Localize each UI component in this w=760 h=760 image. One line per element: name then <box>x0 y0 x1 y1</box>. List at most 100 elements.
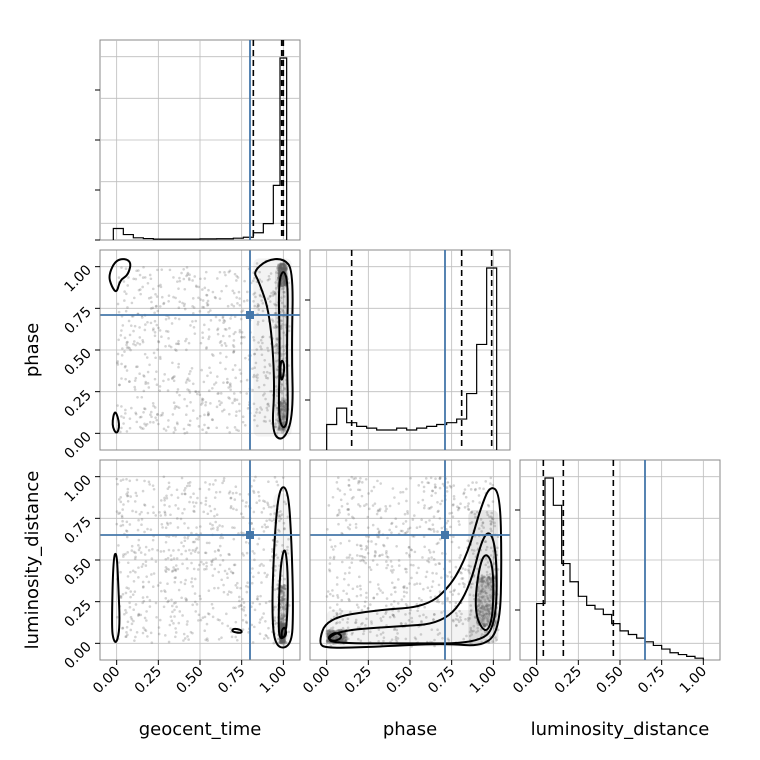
sample-point <box>391 613 395 617</box>
sample-point <box>188 419 192 423</box>
sample-point <box>281 616 285 619</box>
sample-point <box>388 504 392 508</box>
sample-point <box>268 600 271 603</box>
sample-point <box>456 505 459 508</box>
sample-point <box>371 559 375 562</box>
sample-point <box>281 357 285 361</box>
sample-point <box>427 548 431 552</box>
sample-point <box>278 272 281 275</box>
sample-point <box>380 619 383 622</box>
sample-point <box>162 302 165 306</box>
sample-point <box>141 631 145 635</box>
sample-point <box>250 581 254 585</box>
sample-point <box>116 363 120 366</box>
y-tick-label: 0.00 <box>61 429 94 462</box>
sample-point <box>242 299 246 303</box>
sample-point <box>279 641 282 644</box>
sample-point <box>366 515 370 519</box>
sample-point <box>146 370 150 374</box>
sample-point <box>436 500 439 504</box>
sample-point <box>279 640 283 643</box>
sample-point <box>483 624 487 628</box>
sample-point <box>331 495 335 499</box>
sample-point <box>267 626 270 630</box>
sample-point <box>263 392 266 395</box>
sample-point <box>480 589 484 593</box>
sample-point <box>427 560 431 564</box>
sample-point <box>284 267 288 270</box>
sample-point <box>405 567 408 571</box>
sample-point <box>278 640 282 644</box>
sample-point <box>143 530 146 534</box>
sample-point <box>177 287 180 290</box>
sample-point <box>121 478 125 481</box>
sample-point <box>340 598 344 602</box>
sample-point <box>133 385 137 389</box>
sample-point <box>479 598 482 602</box>
sample-point <box>142 599 146 603</box>
sample-point <box>359 587 362 591</box>
sample-point <box>424 575 428 579</box>
sample-point <box>366 552 370 555</box>
sample-point <box>333 635 336 639</box>
sample-point <box>382 543 385 547</box>
sample-point <box>199 298 202 301</box>
sample-point <box>366 606 370 610</box>
sample-point <box>280 589 283 592</box>
sample-point <box>282 629 286 633</box>
sample-point <box>237 402 241 406</box>
sample-point <box>271 547 274 551</box>
sample-point <box>185 623 189 626</box>
sample-point <box>280 639 283 643</box>
sample-point <box>375 634 379 637</box>
sample-point <box>172 276 175 279</box>
sample-point <box>231 401 234 405</box>
sample-point <box>229 317 232 320</box>
sample-point <box>214 296 217 300</box>
sample-point <box>133 557 137 561</box>
sample-point <box>338 489 342 492</box>
sample-point <box>385 552 388 555</box>
sample-point <box>279 262 282 265</box>
sample-point <box>282 277 286 281</box>
sample-point <box>123 612 126 616</box>
sample-point <box>117 338 120 342</box>
sample-point <box>145 356 149 359</box>
sample-point <box>451 515 455 519</box>
sample-point <box>487 610 491 613</box>
sample-point <box>282 267 286 270</box>
sample-point <box>170 604 174 608</box>
sample-point <box>477 598 480 602</box>
sample-point <box>405 591 409 594</box>
sample-point <box>141 586 145 589</box>
sample-point <box>185 348 188 352</box>
sample-point <box>479 579 482 583</box>
sample-point <box>481 611 485 614</box>
sample-point <box>116 302 120 306</box>
sample-point <box>266 636 270 640</box>
sample-point <box>245 584 248 588</box>
sample-point <box>335 621 339 624</box>
sample-point <box>279 267 282 270</box>
sample-point <box>279 641 283 644</box>
sample-point <box>282 642 286 645</box>
sample-point <box>283 641 287 645</box>
sample-point <box>262 371 266 374</box>
sample-point <box>280 405 284 409</box>
sample-point <box>253 366 256 370</box>
sample-point <box>468 522 472 525</box>
sample-point <box>213 496 217 499</box>
sample-point <box>283 527 286 530</box>
sample-point <box>469 604 473 607</box>
sample-point <box>238 297 241 300</box>
sample-point <box>348 553 352 557</box>
sample-point <box>136 341 139 345</box>
sample-point <box>178 610 182 613</box>
sample-point <box>283 604 287 608</box>
sample-point <box>488 582 491 585</box>
sample-point <box>274 425 277 428</box>
sample-point <box>137 288 141 292</box>
sample-point <box>145 619 148 622</box>
sample-point <box>277 428 280 431</box>
sample-point <box>325 631 329 635</box>
